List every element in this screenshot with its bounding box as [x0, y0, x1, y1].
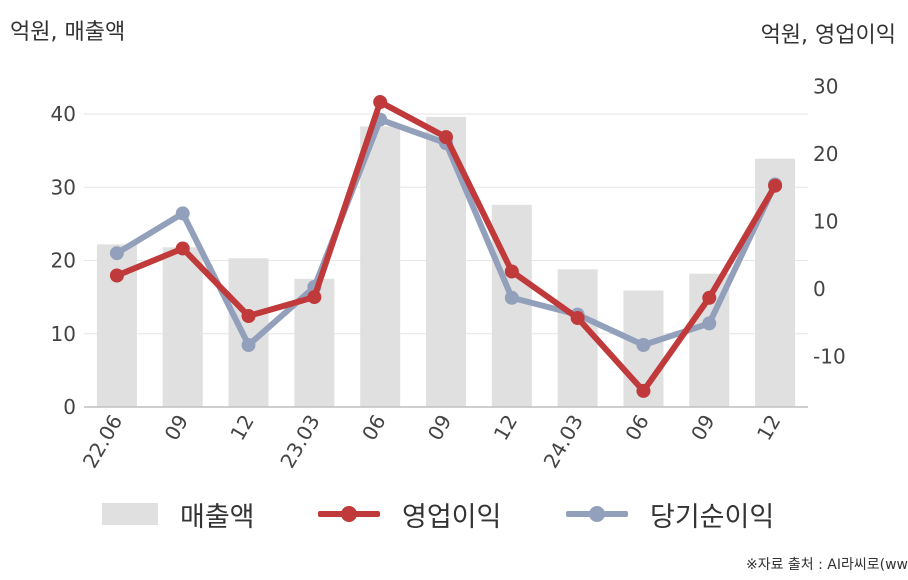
x-tick-label: 09: [160, 411, 194, 445]
bar-revenue: [491, 204, 532, 407]
legend-swatch-operating: [318, 503, 380, 525]
left-axis-unit: 억원, 매출액: [10, 20, 126, 45]
x-tick-label: 23.03: [275, 411, 324, 473]
bar-revenue: [557, 269, 598, 407]
left-tick-label: 20: [51, 249, 76, 273]
combo-chart: 0 10 20 30 40 -10 0 10 20 30 22.06 09 12 23.03 06 09 1…: [51, 75, 846, 473]
x-tick-label: 09: [423, 411, 457, 445]
left-tick-label: 30: [51, 175, 76, 199]
left-tick-label: 10: [51, 322, 76, 346]
point-operating: [504, 264, 519, 279]
legend-label-net: 당기순이익: [650, 501, 775, 533]
point-operating: [175, 241, 190, 256]
x-tick-label: 12: [752, 411, 786, 445]
right-y-ticks: -10 0 10 20 30: [813, 75, 846, 369]
point-operating: [373, 95, 388, 110]
point-operating: [109, 268, 124, 283]
legend-label-operating: 영업이익: [402, 501, 502, 533]
legend: 매출액 영업이익 당기순이익: [0, 490, 908, 538]
point-operating: [768, 178, 783, 193]
x-tick-label: 24.03: [539, 411, 588, 473]
legend-swatch-net: [566, 503, 628, 525]
right-tick-label: 10: [813, 210, 838, 234]
right-tick-label: 0: [813, 277, 826, 301]
x-tick-label: 06: [357, 411, 391, 445]
x-tick-label: 22.06: [78, 411, 127, 473]
point-operating: [636, 383, 651, 398]
right-axis-unit: 억원, 영업이익: [760, 23, 896, 48]
bar-revenue: [360, 126, 401, 407]
profit-lines: [109, 95, 783, 398]
point-operating: [307, 290, 322, 305]
bar-revenue: [755, 158, 796, 407]
point-net: [175, 206, 190, 221]
x-tick-label: 06: [620, 411, 654, 445]
point-operating: [439, 130, 453, 145]
x-ticks: 22.06 09 12 23.03 06 09 12 24.03 06 09 12: [78, 411, 786, 473]
point-net: [504, 290, 519, 305]
left-y-ticks: 0 10 20 30 40: [51, 102, 76, 419]
legend-label-revenue: 매출액: [180, 501, 255, 533]
left-tick-label: 0: [63, 395, 76, 419]
point-operating: [702, 290, 717, 305]
point-net: [241, 338, 256, 353]
legend-item-revenue: 매출액: [102, 490, 255, 538]
point-net: [109, 246, 124, 261]
source-note: ※자료 출처 : AI라씨로(ww: [745, 557, 908, 573]
legend-item-net: 당기순이익: [566, 490, 774, 538]
x-tick-label: 12: [225, 411, 259, 445]
bar-revenue: [162, 247, 203, 407]
left-tick-label: 40: [51, 102, 76, 126]
legend-item-operating: 영업이익: [318, 490, 501, 538]
x-tick-label: 09: [686, 411, 720, 445]
x-tick-label: 12: [489, 411, 523, 445]
right-tick-label: 20: [813, 142, 838, 166]
right-tick-label: 30: [813, 75, 838, 99]
point-net: [636, 338, 651, 353]
point-net: [702, 316, 717, 331]
legend-swatch-revenue: [102, 503, 158, 525]
right-tick-label: -10: [813, 345, 846, 369]
revenue-bars: [96, 116, 796, 408]
point-operating: [241, 309, 256, 323]
point-operating: [570, 311, 585, 326]
